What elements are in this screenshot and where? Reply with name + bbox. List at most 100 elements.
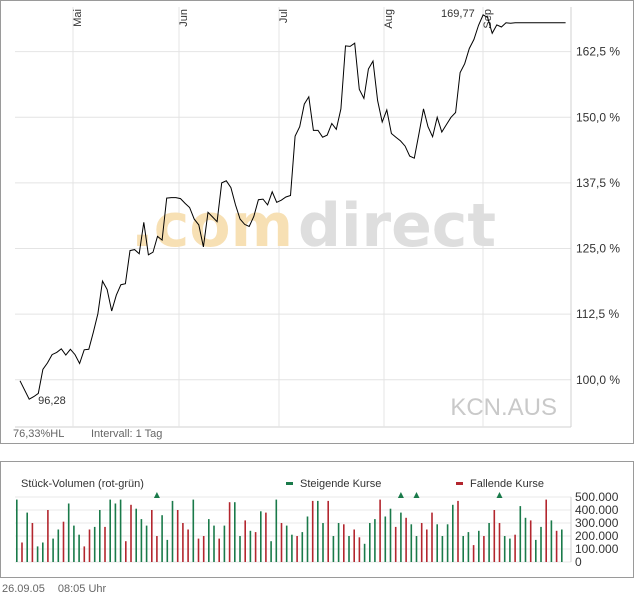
volume-bar	[109, 499, 111, 562]
volume-bar	[493, 510, 496, 562]
volume-bar	[426, 529, 428, 562]
volume-bar	[176, 510, 179, 562]
month-label: Aug	[383, 9, 395, 29]
volume-bar	[67, 503, 70, 562]
volume-bar	[202, 536, 205, 562]
volume-bar	[524, 517, 527, 562]
volume-bar	[291, 534, 293, 562]
volume-bar	[99, 510, 101, 562]
volume-bar	[514, 534, 516, 562]
volume-bar	[57, 529, 60, 562]
volume-y-tick: 100.000	[575, 542, 619, 556]
volume-y-tick: 200.000	[575, 529, 619, 543]
volume-bar	[472, 545, 475, 562]
volume-bar	[363, 543, 366, 562]
volume-bar	[197, 538, 200, 562]
volume-bar	[228, 502, 231, 562]
volume-bar	[21, 542, 23, 562]
volume-bar	[535, 539, 537, 562]
volume-bar	[187, 529, 189, 562]
volume-bar	[135, 508, 137, 562]
volume-bar	[322, 523, 324, 562]
legend-swatch-rising	[286, 482, 293, 485]
volume-bar	[280, 523, 283, 562]
volume-bar	[311, 500, 314, 562]
volume-bar	[358, 537, 361, 562]
volume-bar	[42, 542, 44, 562]
volume-bar	[410, 524, 413, 562]
volume-bar	[114, 503, 117, 562]
volume-bar	[285, 525, 288, 562]
volume-bar	[151, 510, 153, 562]
volume-bar	[213, 525, 215, 562]
volume-bar	[317, 500, 319, 562]
price-y-tick: 150,0 %	[576, 110, 620, 124]
price-y-tick: 125,0 %	[576, 242, 620, 256]
volume-bar	[52, 538, 54, 562]
volume-bar	[156, 536, 158, 562]
volume-bar	[498, 523, 501, 562]
volume-bar	[78, 534, 80, 562]
volume-bar	[337, 523, 340, 562]
volume-grid	[15, 496, 572, 563]
volume-bar	[182, 523, 184, 562]
volume-bar	[353, 529, 355, 562]
volume-bar	[379, 499, 381, 562]
price-y-tick: 100,0 %	[576, 373, 620, 387]
volume-bar	[73, 525, 75, 562]
month-label: Jul	[278, 9, 290, 23]
volume-bar	[462, 536, 464, 562]
volume-bar	[478, 530, 480, 562]
volume-overflow-marker	[496, 492, 503, 498]
volume-overflow-marker	[413, 492, 420, 498]
volume-bar	[389, 508, 392, 562]
price-y-tick: 112,5 %	[576, 307, 619, 321]
volume-y-tick: 400.000	[575, 503, 619, 517]
volume-bar	[405, 517, 407, 562]
volume-bar	[374, 519, 376, 562]
watermark-direct: direct	[298, 191, 496, 261]
volume-bar	[249, 530, 252, 562]
volume-bar	[343, 524, 345, 562]
volume-bar	[452, 504, 454, 562]
highlow-percent: 76,33%HL	[13, 428, 64, 440]
volume-bar	[223, 525, 226, 562]
price-chart-panel: .com direct Mai Jun Jul Aug Sep 162,5 % 150,0…	[0, 0, 634, 444]
volume-bar	[384, 516, 387, 562]
volume-bar	[529, 520, 532, 562]
volume-bar	[166, 539, 169, 562]
volume-bar	[270, 541, 272, 562]
volume-chart: Stück-Volumen (rot-grün) Steigende Kurse…	[15, 478, 619, 569]
legend-falling: Fallende Kurse	[470, 478, 544, 490]
volume-overflow-marker	[153, 492, 160, 498]
volume-bar	[540, 526, 542, 562]
volume-bar	[446, 524, 449, 562]
volume-bar	[234, 502, 236, 562]
month-labels: Mai Jun Jul Aug Sep	[72, 9, 494, 29]
volume-bar	[509, 538, 511, 562]
volume-bar	[467, 532, 470, 562]
volume-bar	[192, 499, 195, 562]
symbol-label: KCN.AUS	[450, 394, 557, 421]
volume-bar	[306, 516, 309, 562]
volume-bar	[348, 536, 350, 562]
volume-bar	[125, 541, 127, 562]
volume-bar	[171, 500, 174, 562]
volume-overflow-marker	[397, 492, 404, 498]
volume-bar	[88, 529, 91, 562]
month-label: Mai	[72, 9, 84, 27]
volume-bar	[36, 546, 39, 562]
volume-bar	[400, 512, 402, 562]
volume-bar	[457, 500, 459, 562]
volume-bar	[301, 532, 304, 562]
max-price-label: 169,77	[441, 8, 475, 20]
volume-title: Stück-Volumen (rot-grün)	[21, 478, 144, 490]
volume-bar	[140, 519, 143, 562]
month-label: Jun	[178, 9, 190, 27]
min-price-label: 96,28	[38, 395, 66, 407]
volume-bar	[431, 512, 433, 562]
volume-bar	[265, 512, 267, 562]
volume-bar	[254, 532, 257, 562]
volume-y-tick: 0	[575, 555, 582, 569]
